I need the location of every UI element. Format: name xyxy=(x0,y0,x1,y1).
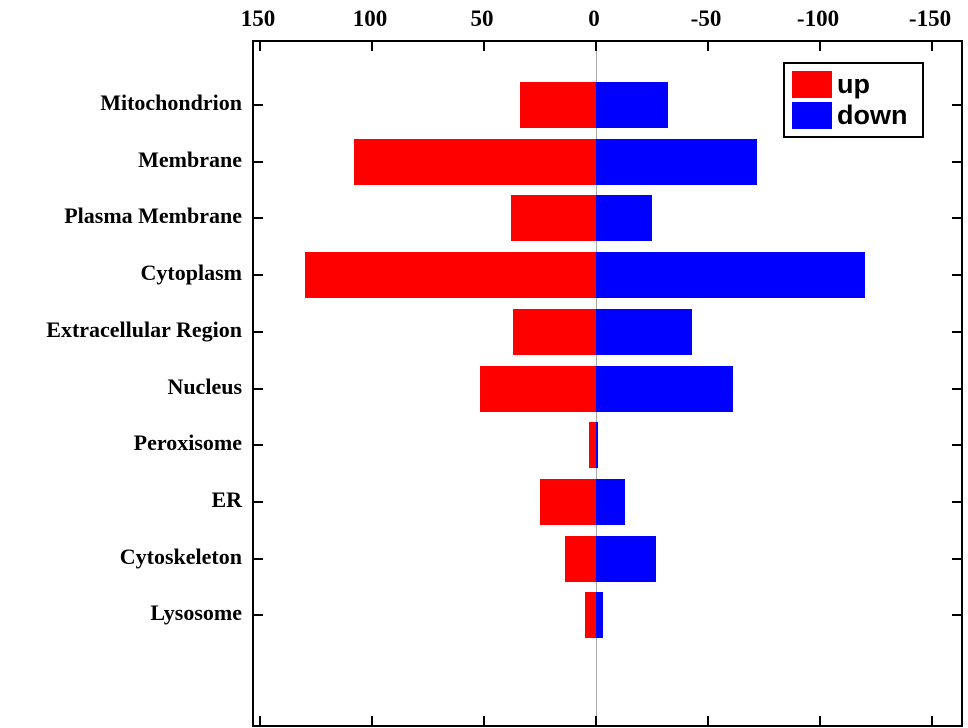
bar-down xyxy=(596,592,603,639)
bar-up xyxy=(304,252,596,299)
y-tick-mark xyxy=(952,104,961,106)
x-tick-label: -50 xyxy=(690,6,722,31)
bar-down xyxy=(596,195,652,242)
bar-down xyxy=(596,365,733,412)
category-label: Lysosome xyxy=(150,600,242,626)
category-label: Cytoplasm xyxy=(140,260,242,286)
legend-label-up: up xyxy=(837,69,870,99)
plot-area: up down xyxy=(252,40,963,727)
y-tick-mark xyxy=(952,614,961,617)
category-label: Peroxisome xyxy=(133,430,242,456)
legend-item-down: down xyxy=(785,102,922,129)
x-tick-mark xyxy=(931,42,933,51)
category-label: Extracellular Region xyxy=(46,316,242,342)
y-tick-mark xyxy=(254,444,263,447)
bar-down xyxy=(596,535,657,582)
x-tick-mark xyxy=(371,42,373,51)
category-label: Mitochondrion xyxy=(100,90,242,115)
y-tick-mark xyxy=(254,557,263,560)
bar-up xyxy=(513,308,596,355)
x-tick-mark xyxy=(259,716,261,725)
x-tick-mark xyxy=(595,42,597,51)
y-tick-mark xyxy=(254,500,263,503)
bar-up xyxy=(510,195,596,242)
x-tick-mark xyxy=(707,42,709,51)
x-tick-mark xyxy=(819,42,821,51)
legend-swatch-up xyxy=(792,71,832,98)
x-tick-mark xyxy=(819,716,821,725)
legend-swatch-down xyxy=(792,102,832,129)
y-tick-mark xyxy=(952,274,961,277)
x-tick-mark xyxy=(931,716,933,725)
bar-down xyxy=(596,478,626,525)
x-tick-label: -100 xyxy=(796,6,840,31)
category-label: Plasma Membrane xyxy=(64,203,242,229)
y-tick-mark xyxy=(254,217,263,220)
category-label: Cytoskeleton xyxy=(119,543,242,569)
bar-up xyxy=(564,535,596,582)
x-tick-mark xyxy=(259,42,261,51)
y-tick-mark xyxy=(254,614,263,617)
y-tick-mark xyxy=(952,557,961,560)
y-tick-mark xyxy=(254,330,263,333)
bar-down xyxy=(596,252,865,299)
y-tick-mark xyxy=(952,444,961,447)
x-tick-label: -150 xyxy=(908,6,952,31)
y-tick-mark xyxy=(952,330,961,333)
bar-down xyxy=(596,422,599,469)
y-tick-mark xyxy=(254,160,263,163)
legend: up down xyxy=(783,62,924,138)
bar-down xyxy=(596,308,693,355)
legend-item-up: up xyxy=(785,71,922,98)
y-tick-mark xyxy=(952,500,961,503)
x-tick-label: 0 xyxy=(588,6,600,31)
x-tick-mark xyxy=(371,716,373,725)
x-tick-mark xyxy=(483,42,485,51)
x-tick-label: 50 xyxy=(470,6,494,31)
bar-up xyxy=(354,138,596,185)
y-tick-mark xyxy=(254,274,263,277)
bar-up xyxy=(479,365,596,412)
y-tick-mark xyxy=(254,104,263,106)
x-tick-mark xyxy=(483,716,485,725)
bar-up xyxy=(589,422,596,469)
category-label: Membrane xyxy=(138,146,242,172)
category-label: ER xyxy=(211,486,242,512)
category-label: Nucleus xyxy=(167,373,242,399)
bar-up xyxy=(540,478,596,525)
y-tick-mark xyxy=(952,160,961,163)
bar-up xyxy=(519,82,596,128)
x-tick-mark xyxy=(707,716,709,725)
x-tick-label: 150 xyxy=(240,6,276,31)
y-tick-mark xyxy=(952,217,961,220)
y-tick-mark xyxy=(952,387,961,390)
bar-down xyxy=(596,82,668,128)
legend-label-down: down xyxy=(837,100,908,130)
bar-down xyxy=(596,138,758,185)
x-tick-label: 100 xyxy=(352,6,388,31)
y-tick-mark xyxy=(254,387,263,390)
x-tick-mark xyxy=(595,716,597,725)
bar-up xyxy=(584,592,596,639)
